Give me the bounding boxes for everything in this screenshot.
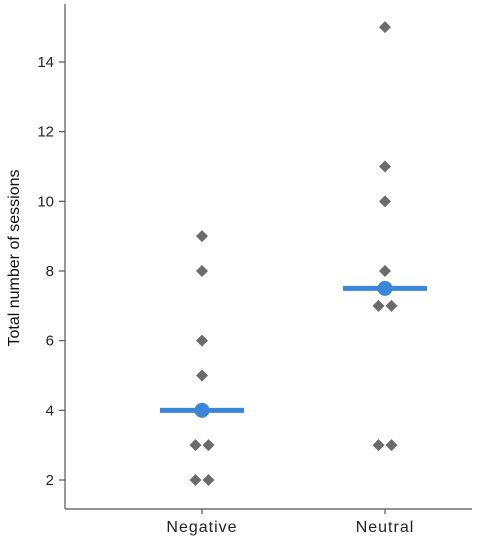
y-tick-label: 14	[37, 54, 54, 71]
y-tick-label: 10	[37, 193, 54, 210]
data-point	[372, 299, 385, 312]
data-point	[202, 474, 215, 486]
data-point	[196, 334, 208, 347]
y-ticks: 2 4 6 8 10 12 14	[37, 54, 65, 489]
data-point	[189, 439, 202, 452]
data-point	[372, 439, 385, 452]
data-point	[189, 474, 202, 486]
data-point	[379, 21, 391, 34]
y-axis-label: Total number of sessions	[6, 170, 23, 347]
data-point	[379, 160, 391, 173]
mean-marker	[194, 402, 210, 418]
y-tick-label: 12	[37, 124, 54, 141]
data-point	[196, 265, 208, 277]
x-category-label: Neutral	[356, 519, 415, 536]
data-point	[379, 195, 391, 208]
y-tick-label: 2	[46, 472, 54, 489]
data-point	[196, 230, 208, 243]
y-tick-label: 8	[46, 263, 54, 280]
data-point	[202, 439, 215, 452]
means	[160, 280, 427, 418]
data-point	[385, 299, 398, 312]
y-tick-label: 4	[46, 402, 54, 419]
data-points	[189, 21, 398, 486]
y-tick-label: 6	[46, 333, 54, 350]
data-point	[379, 265, 391, 277]
data-point	[196, 369, 208, 382]
x-category-label: Negative	[166, 519, 237, 536]
mean-marker	[377, 280, 393, 296]
data-point	[385, 439, 398, 452]
x-categories: Negative Neutral	[166, 509, 415, 536]
axes	[64, 4, 472, 510]
